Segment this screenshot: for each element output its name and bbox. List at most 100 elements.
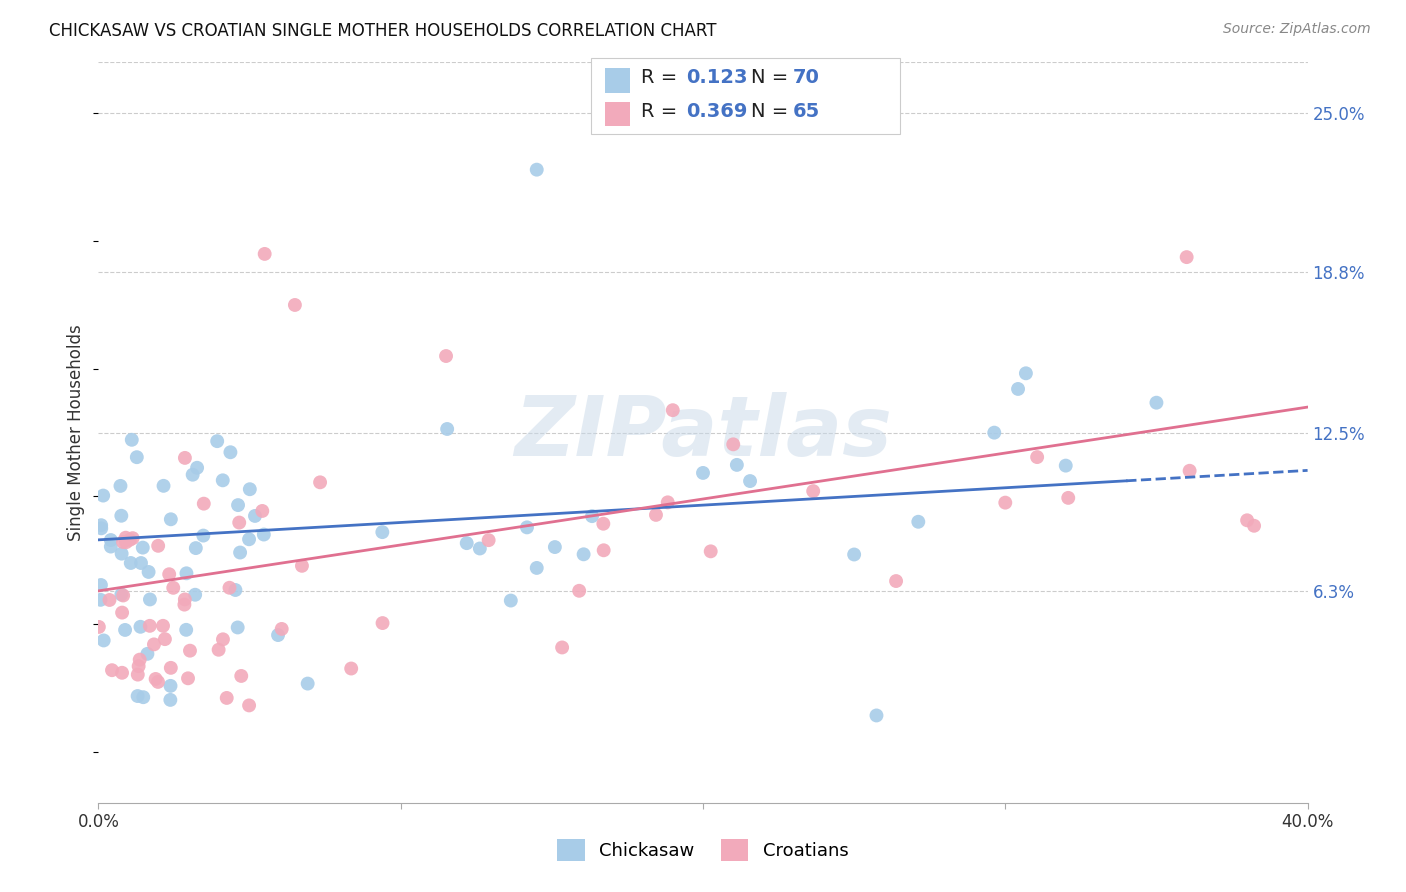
- Point: [801, 484, 824, 499]
- Point: [132, 541, 155, 555]
- Point: [159, 679, 181, 693]
- Point: [544, 540, 567, 554]
- Text: R =: R =: [641, 102, 683, 121]
- Point: [207, 642, 229, 657]
- Point: [173, 592, 195, 607]
- Point: [114, 531, 136, 545]
- Point: [478, 533, 501, 548]
- Point: [699, 544, 721, 558]
- Point: [115, 535, 138, 549]
- Point: [179, 643, 201, 657]
- Point: [661, 403, 683, 417]
- Point: [551, 640, 574, 655]
- Point: [159, 693, 181, 707]
- Point: [725, 458, 748, 472]
- Point: [645, 508, 668, 522]
- Point: [146, 539, 169, 553]
- Point: [100, 533, 122, 547]
- Point: [738, 474, 761, 488]
- Point: [436, 422, 458, 436]
- Point: [112, 535, 135, 549]
- Point: [128, 659, 150, 673]
- Point: [91, 489, 114, 503]
- Point: [98, 593, 121, 607]
- Point: [146, 674, 169, 689]
- Point: [572, 547, 595, 561]
- Text: N =: N =: [751, 102, 794, 121]
- Text: 0.369: 0.369: [686, 102, 748, 121]
- Point: [218, 581, 240, 595]
- Point: [174, 623, 197, 637]
- Point: [145, 672, 167, 686]
- Legend: Chickasaw, Croatians: Chickasaw, Croatians: [550, 831, 856, 868]
- Text: CHICKASAW VS CROATIAN SINGLE MOTHER HOUSEHOLDS CORRELATION CHART: CHICKASAW VS CROATIAN SINGLE MOTHER HOUS…: [49, 22, 717, 40]
- Point: [252, 504, 274, 518]
- Point: [1026, 450, 1049, 464]
- Point: [239, 482, 262, 496]
- Point: [1057, 491, 1080, 505]
- Point: [238, 698, 260, 713]
- Point: [111, 665, 134, 680]
- Point: [186, 460, 208, 475]
- Point: [994, 495, 1017, 509]
- Point: [173, 598, 195, 612]
- Point: [291, 558, 314, 573]
- Point: [1243, 518, 1265, 533]
- Point: [121, 531, 143, 545]
- Point: [142, 637, 165, 651]
- Point: [181, 467, 204, 482]
- Point: [211, 473, 233, 487]
- Point: [1144, 395, 1167, 409]
- Point: [125, 450, 148, 465]
- Point: [205, 434, 228, 449]
- Point: [692, 466, 714, 480]
- Point: [110, 587, 132, 601]
- Point: [983, 425, 1005, 440]
- Point: [568, 583, 591, 598]
- Point: [243, 508, 266, 523]
- Point: [110, 479, 132, 493]
- Point: [1175, 250, 1198, 264]
- Point: [865, 708, 887, 723]
- Point: [184, 588, 207, 602]
- Point: [136, 647, 159, 661]
- Point: [1054, 458, 1077, 473]
- Point: [499, 593, 522, 607]
- Point: [157, 567, 180, 582]
- Point: [309, 475, 332, 490]
- Point: [193, 497, 215, 511]
- Point: [112, 589, 135, 603]
- Point: [90, 521, 112, 535]
- Point: [371, 616, 394, 631]
- Point: [434, 349, 457, 363]
- Point: [215, 690, 238, 705]
- Point: [87, 620, 110, 634]
- Point: [229, 545, 252, 559]
- Point: [111, 606, 134, 620]
- Point: [267, 628, 290, 642]
- Point: [176, 566, 198, 581]
- Point: [657, 495, 679, 509]
- Point: [118, 533, 141, 547]
- Point: [1007, 382, 1029, 396]
- Point: [231, 669, 253, 683]
- Point: [101, 663, 124, 677]
- Point: [238, 533, 260, 547]
- Point: [110, 508, 132, 523]
- Text: 70: 70: [793, 68, 820, 87]
- Point: [844, 548, 866, 562]
- Point: [270, 622, 292, 636]
- Point: [226, 498, 249, 512]
- Point: [284, 298, 307, 312]
- Point: [907, 515, 929, 529]
- Point: [162, 581, 184, 595]
- Point: [159, 661, 181, 675]
- Point: [884, 574, 907, 588]
- Point: [219, 445, 242, 459]
- Point: [93, 633, 115, 648]
- Point: [371, 525, 394, 540]
- Point: [193, 528, 215, 542]
- Point: [121, 433, 143, 447]
- Point: [468, 541, 491, 556]
- Point: [456, 536, 478, 550]
